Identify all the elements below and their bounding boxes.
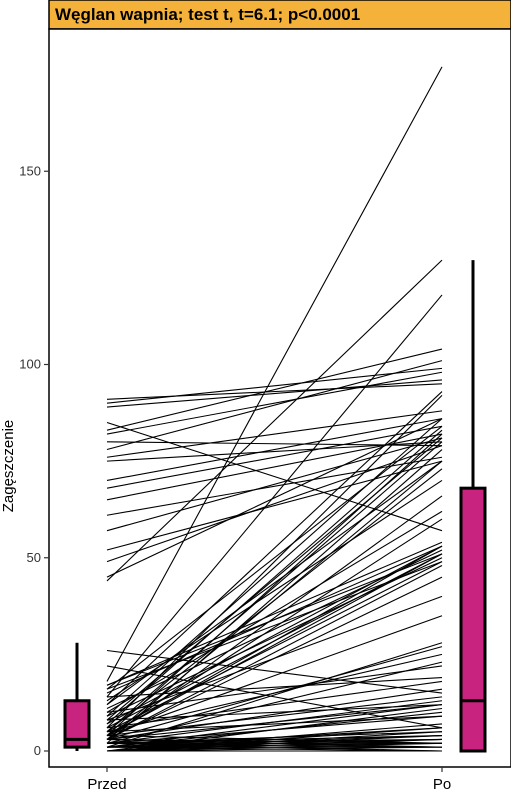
pair-line (106, 510, 443, 713)
pair-line (106, 367, 443, 404)
chart-title: Węglan wapnia; test t, t=6.1; p<0.0001 (55, 5, 360, 24)
boxplots (63, 260, 487, 753)
pair-line (106, 688, 443, 740)
pair-line (106, 449, 443, 744)
pair-line (106, 553, 443, 737)
paired-lines (106, 66, 443, 752)
pair-line (106, 723, 443, 752)
pair-line (106, 731, 443, 752)
pair-line (106, 66, 443, 682)
pair-line (106, 441, 443, 733)
pair-line (106, 549, 443, 709)
title-strip (48, 0, 511, 30)
pair-line (106, 642, 443, 748)
pair-line (106, 259, 443, 582)
pair-line (106, 425, 443, 690)
x-category-label: Po (433, 776, 451, 791)
pair-line (106, 410, 443, 458)
y-axis-title: Zagęszczenie (0, 420, 17, 513)
pair-line (106, 727, 443, 752)
pair-line (106, 379, 443, 408)
pair-line (106, 460, 443, 551)
pair-line (106, 429, 443, 725)
pair-line (106, 704, 443, 748)
pair-line (106, 371, 443, 435)
x-axis: Przed Po (87, 767, 451, 791)
pair-line (106, 576, 443, 740)
pair-line (106, 700, 443, 744)
pair-line (106, 615, 443, 737)
pair-line (106, 738, 443, 748)
y-tick-label: 150 (19, 163, 41, 178)
pair-line (106, 696, 443, 737)
pair-line (106, 564, 443, 740)
pair-line (106, 391, 443, 706)
pair-line (106, 704, 443, 721)
pair-line (106, 383, 443, 400)
pair-line (106, 649, 443, 694)
pair-line (106, 418, 443, 717)
pair-line (106, 746, 443, 752)
pair-line (106, 425, 443, 489)
pair-line (106, 665, 443, 729)
pair-line (106, 646, 443, 740)
pair-line (106, 456, 443, 516)
pair-line (106, 738, 443, 752)
x-category-label: Przed (87, 776, 126, 791)
pair-line (106, 545, 443, 694)
pair-line (106, 541, 443, 686)
pair-line (106, 395, 443, 729)
pair-line (106, 445, 443, 563)
pair-line (106, 561, 443, 733)
y-axis: 0 50 100 150 (19, 163, 49, 758)
pair-line (106, 680, 443, 729)
pair-line (106, 437, 443, 532)
pair-line (106, 665, 443, 713)
pair-line (106, 495, 443, 740)
y-tick-label: 50 (27, 550, 41, 565)
pair-line (106, 433, 443, 736)
pair-line (106, 545, 443, 737)
pair-line (106, 460, 443, 706)
pair-line (106, 418, 443, 481)
pair-line (106, 707, 443, 752)
y-tick-label: 0 (34, 743, 41, 758)
pair-line (106, 460, 443, 740)
pair-line (106, 360, 443, 451)
y-tick-label: 100 (19, 357, 41, 372)
pair-line (106, 418, 443, 578)
boxplot-box (459, 486, 487, 753)
pair-line (106, 294, 443, 698)
